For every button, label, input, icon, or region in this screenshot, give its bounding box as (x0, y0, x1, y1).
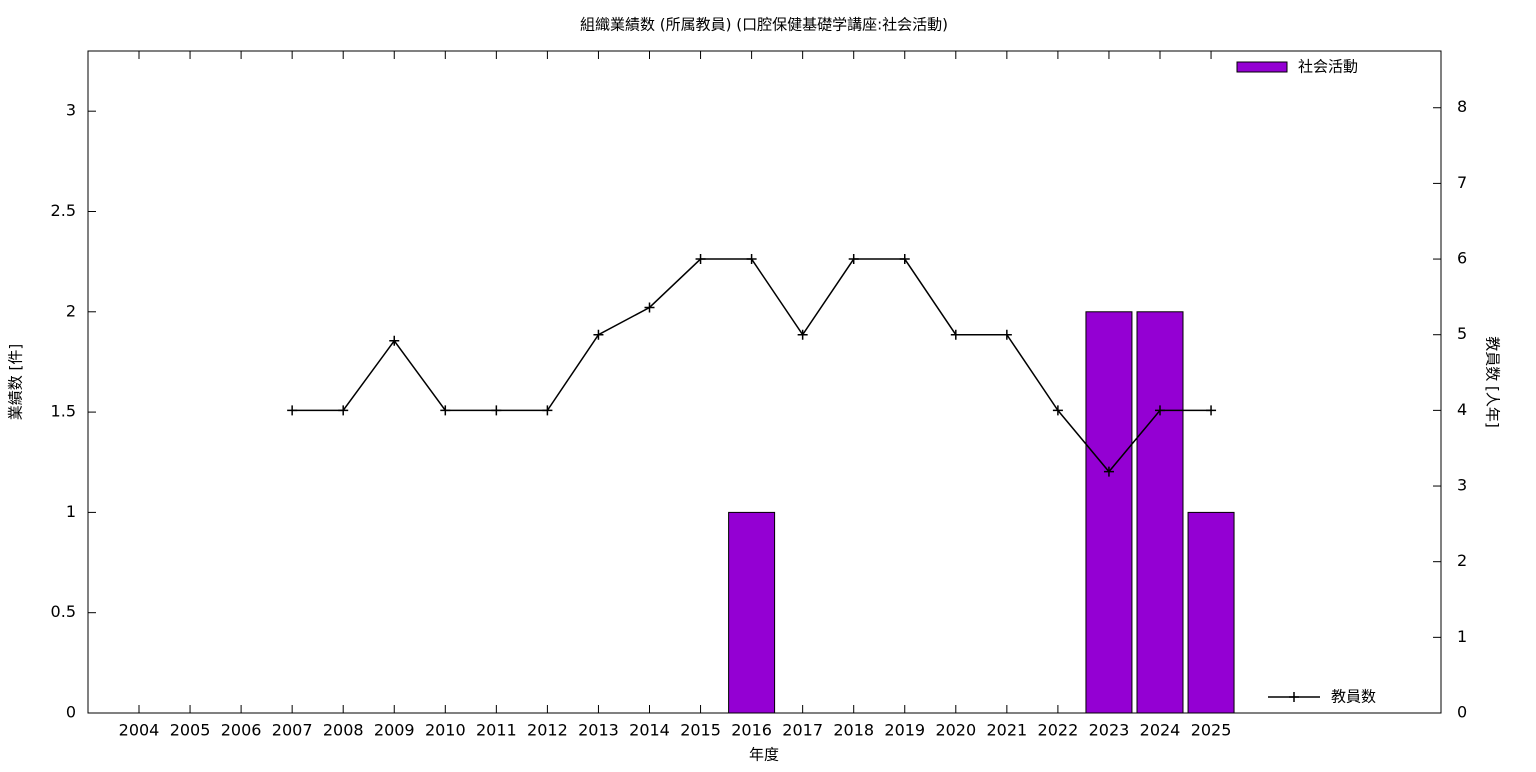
point (287, 405, 298, 416)
x-tick-label: 2023 (1089, 721, 1130, 740)
x-tick-label: 2008 (323, 721, 364, 740)
x-tick-label: 2020 (935, 721, 976, 740)
y-tick-label: 1.5 (51, 402, 76, 421)
y2-tick-label: 4 (1457, 400, 1467, 419)
point (695, 254, 706, 265)
point (1103, 466, 1114, 477)
x-tick-label: 2024 (1140, 721, 1181, 740)
y2-tick-label: 5 (1457, 324, 1467, 343)
y2-tick-label: 1 (1457, 627, 1467, 646)
point (338, 405, 349, 416)
point (950, 329, 961, 340)
bar (1136, 311, 1184, 714)
legend-label: 教員数 (1331, 688, 1376, 706)
y-tick-label: 1 (66, 502, 76, 521)
y-tick-label: 2 (66, 301, 76, 320)
point (797, 329, 808, 340)
x-tick-label: 2013 (578, 721, 619, 740)
x-tick-label: 2016 (731, 721, 772, 740)
x-axis-label: 年度 (749, 746, 779, 764)
x-tick-label: 2017 (782, 721, 823, 740)
point (899, 254, 910, 265)
x-tick-label: 2022 (1038, 721, 1079, 740)
x-tick-label: 2005 (170, 721, 211, 740)
legend-swatch (1236, 61, 1288, 73)
x-tick-label: 2010 (425, 721, 466, 740)
point (542, 405, 553, 416)
x-tick-label: 2007 (272, 721, 313, 740)
bar (1085, 311, 1133, 714)
legend-point (1289, 692, 1299, 702)
x-tick-label: 2009 (374, 721, 415, 740)
point (644, 302, 655, 313)
legend-label: 社会活動 (1298, 58, 1358, 76)
line (292, 258, 1212, 473)
point (593, 329, 604, 340)
x-tick-label: 2025 (1191, 721, 1232, 740)
y2-tick-label: 7 (1457, 173, 1467, 192)
y2-tick-label: 0 (1457, 703, 1467, 722)
point (746, 254, 757, 265)
y-tick-label: 2.5 (51, 201, 76, 220)
point (1052, 405, 1063, 416)
point (491, 405, 502, 416)
x-tick-label: 2006 (221, 721, 262, 740)
x-tick-label: 2014 (629, 721, 670, 740)
y-tick-label: 0.5 (51, 602, 76, 621)
x-tick-label: 2011 (476, 721, 517, 740)
y2-tick-label: 6 (1457, 249, 1467, 268)
y-tick-label: 3 (66, 101, 76, 120)
point (848, 254, 859, 265)
x-tick-label: 2018 (833, 721, 874, 740)
point (1001, 329, 1012, 340)
y2-tick-label: 3 (1457, 476, 1467, 495)
x-tick-label: 2015 (680, 721, 721, 740)
bar (728, 511, 776, 714)
bar (1187, 511, 1235, 714)
point (389, 335, 400, 346)
y2-axis-label: 教員数 [人年] (1484, 336, 1502, 427)
x-tick-label: 2019 (884, 721, 925, 740)
point (440, 405, 451, 416)
x-tick-label: 2021 (986, 721, 1027, 740)
y-tick-label: 0 (66, 703, 76, 722)
y2-tick-label: 2 (1457, 551, 1467, 570)
point (1206, 405, 1217, 416)
point (1155, 405, 1165, 416)
chart-title: 組織業績数 (所属教員) (口腔保健基礎学講座:社会活動) (580, 16, 948, 34)
y-axis-label: 業績数 [件] (7, 344, 25, 420)
x-tick-label: 2004 (119, 721, 160, 740)
y2-tick-label: 8 (1457, 97, 1467, 116)
x-tick-label: 2012 (527, 721, 568, 740)
